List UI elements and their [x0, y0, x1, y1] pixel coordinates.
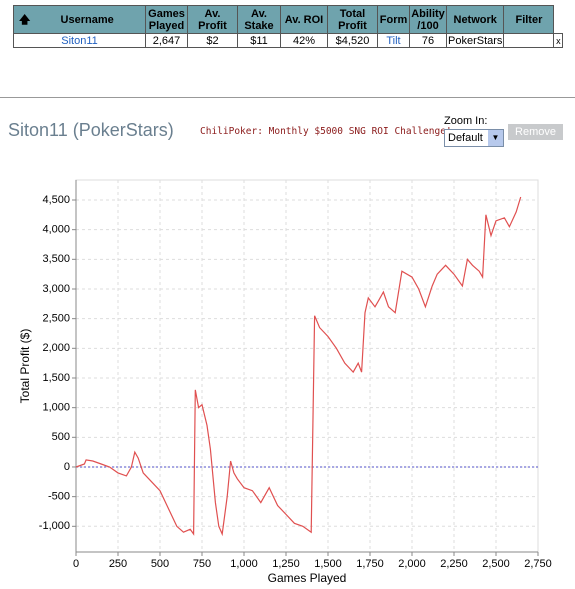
- y-tick-label: 4,000: [42, 224, 70, 236]
- username-link[interactable]: Siton11: [61, 34, 98, 47]
- x-tick-label: 2,250: [440, 558, 468, 570]
- cell: $4,520: [327, 33, 378, 48]
- plot-area: [75, 179, 539, 553]
- form-link[interactable]: Tilt: [386, 34, 401, 47]
- x-tick-label: 2,500: [482, 558, 510, 570]
- x-tick-label: 750: [193, 558, 211, 570]
- header-cell[interactable]: Av. Profit: [187, 5, 238, 34]
- zoom-select[interactable]: Default ▼: [444, 129, 504, 147]
- cell: 42%: [280, 33, 328, 48]
- header-cell[interactable]: Av. Stake: [237, 5, 281, 34]
- dropdown-arrow: ▼: [488, 130, 503, 146]
- x-tick-label: 1,750: [356, 558, 384, 570]
- x-tick-label: 1,500: [314, 558, 342, 570]
- filter-cell: [503, 33, 555, 48]
- header-cell[interactable]: Games Played: [145, 5, 188, 34]
- x-tick-label: 2,750: [524, 558, 552, 570]
- y-tick-label: 1,000: [42, 402, 70, 414]
- remove-button[interactable]: Remove: [508, 124, 563, 140]
- x-tick-label: 500: [151, 558, 169, 570]
- player-title: Siton11 (PokerStars): [8, 120, 174, 140]
- x-tick-label: 0: [73, 558, 79, 570]
- promo-link[interactable]: ChiliPoker: Monthly $5000 SNG ROI Challe…: [200, 126, 452, 137]
- remove-x[interactable]: x: [553, 33, 564, 48]
- y-tick-label: 1,500: [42, 372, 70, 384]
- y-tick-label: -1,000: [39, 520, 70, 532]
- x-tick-label: 250: [109, 558, 127, 570]
- header-cell[interactable]: Network: [445, 5, 505, 34]
- y-tick-label: 4,500: [42, 194, 70, 206]
- stats-table: 🡅 Username Games Played Av. Profit Av. St…: [13, 5, 564, 48]
- zoom-value: Default: [448, 132, 483, 144]
- y-tick-label: 3,000: [42, 283, 70, 295]
- y-axis-label: Total Profit ($): [18, 329, 32, 404]
- x-tick-label: 1,250: [272, 558, 300, 570]
- header-cell[interactable]: Ability /100: [409, 5, 447, 34]
- cell: $11: [237, 33, 281, 48]
- x-tick-label: 2,000: [398, 558, 426, 570]
- y-tick-label: -500: [48, 491, 70, 503]
- header-cell[interactable]: Av. ROI: [280, 5, 328, 34]
- y-tick-label: 2,500: [42, 313, 70, 325]
- cell: 76: [409, 33, 447, 48]
- x-axis-label: Games Played: [268, 571, 347, 585]
- cell: Siton11: [13, 33, 146, 48]
- header-cell[interactable]: Form: [377, 5, 410, 34]
- cell: PokerStars: [445, 33, 505, 48]
- cell: Tilt: [377, 33, 410, 48]
- header-blank: [553, 5, 563, 34]
- header-cell[interactable]: Total Profit: [327, 5, 378, 34]
- y-tick-label: 2,000: [42, 342, 70, 354]
- profit-line: [75, 196, 522, 537]
- zoom-label: Zoom In:: [444, 115, 488, 127]
- y-tick-label: 0: [64, 461, 70, 473]
- y-tick-label: 500: [52, 431, 70, 443]
- cell: 2,647: [145, 33, 188, 48]
- y-tick-label: 3,500: [42, 253, 70, 265]
- separator: [0, 97, 575, 98]
- x-tick-label: 1,000: [230, 558, 258, 570]
- header-username[interactable]: 🡅 Username: [13, 5, 146, 34]
- cell: $2: [187, 33, 238, 48]
- header-cell[interactable]: Filter: [503, 5, 555, 34]
